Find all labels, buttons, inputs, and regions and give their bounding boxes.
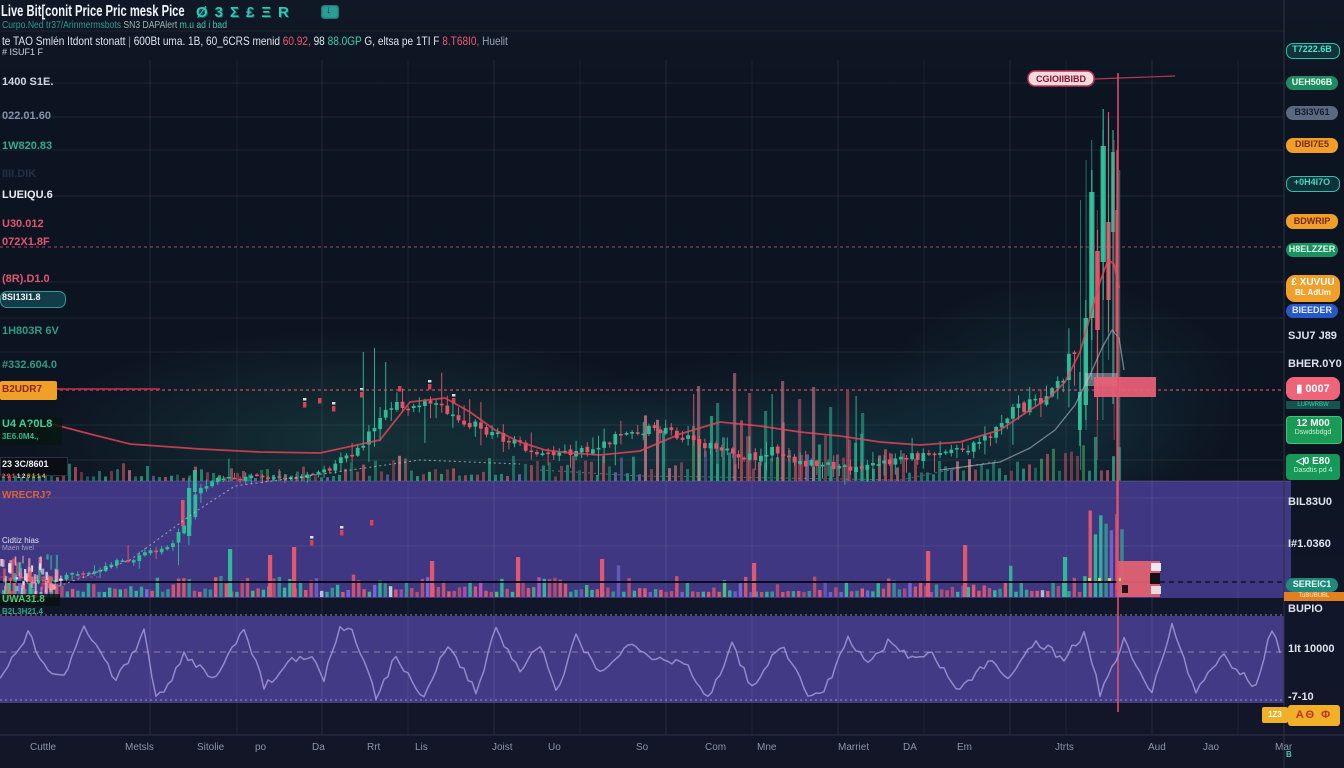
svg-text:CGIOIIBIBD: CGIOIIBIBD	[1036, 74, 1087, 84]
